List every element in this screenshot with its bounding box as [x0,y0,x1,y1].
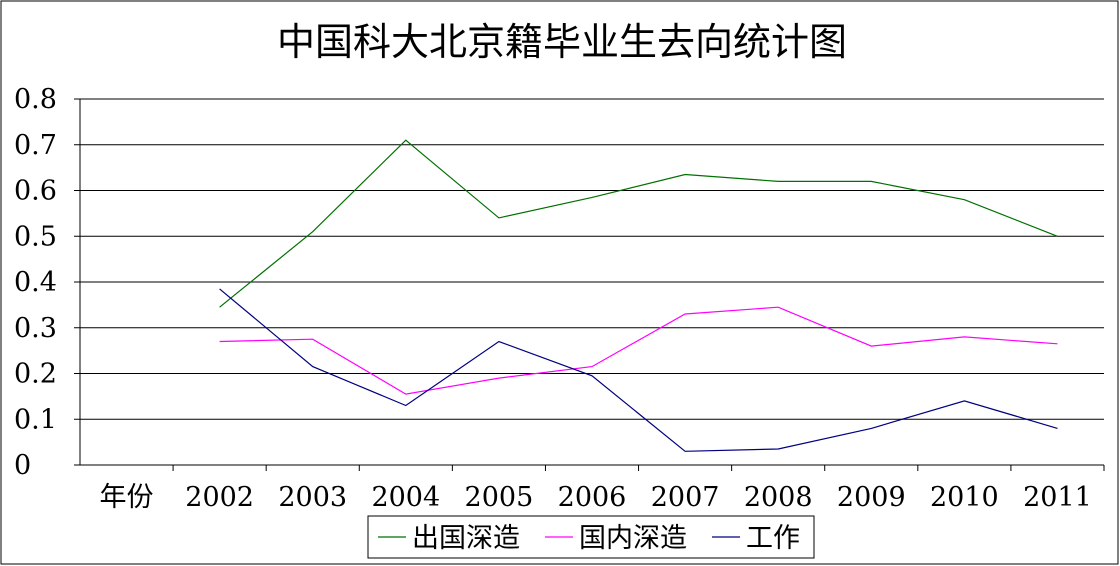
x-tick-label: 2011 [1023,482,1092,513]
series-line-0 [219,139,1058,308]
chart-title: 中国科大北京籍毕业生去向统计图 [277,20,847,64]
x-tick-label: 2007 [651,482,720,513]
axes: 0 0.1 0.2 0.3 0.4 0.5 0.6 0.7 0.8 年份 2002 2003 2004 2… [14,84,1105,513]
series-line-1 [219,306,1058,395]
x-tick-label: 2008 [744,482,813,513]
y-tick-label: 0.2 [14,359,57,390]
x-axis-title: 年份 [100,482,154,513]
y-tick-label: 0.3 [14,313,57,344]
series-lines [219,139,1058,452]
legend-label: 工作 [746,523,800,554]
x-tick-label: 2010 [930,482,999,513]
y-tick-label: 0.8 [14,84,57,115]
x-tick-label: 2004 [371,482,440,513]
y-tick-label: 0.5 [14,221,57,252]
legend: 出国深造 国内深造 工作 [367,515,815,559]
y-tick-label: 0.4 [14,267,57,298]
y-tick-label: 0.1 [14,404,57,435]
x-tick-label: 2006 [558,482,627,513]
x-tick-label: 2003 [278,482,347,513]
y-tick-label: 0.6 [14,176,57,207]
legend-label: 国内深造 [579,523,687,554]
x-tick-label: 2002 [185,482,254,513]
x-tick-label: 2009 [837,482,906,513]
series-line-2 [219,288,1058,452]
y-tick-label: 0.7 [14,130,57,161]
x-tick-label: 2005 [465,482,534,513]
y-tick-label: 0 [14,450,31,481]
legend-label: 出国深造 [412,523,520,554]
gridlines [80,98,1104,420]
